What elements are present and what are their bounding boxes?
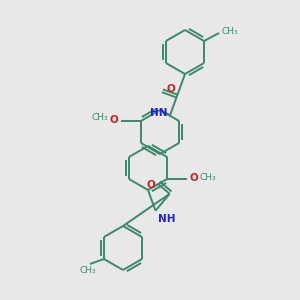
Text: O: O (190, 173, 199, 183)
Text: O: O (146, 180, 155, 190)
Text: HN: HN (151, 108, 168, 118)
Text: O: O (166, 84, 175, 94)
Text: CH₃: CH₃ (221, 28, 238, 37)
Text: CH₃: CH₃ (200, 172, 217, 182)
Text: NH: NH (158, 214, 175, 224)
Text: CH₃: CH₃ (80, 266, 96, 275)
Text: CH₃: CH₃ (92, 113, 108, 122)
Text: O: O (110, 115, 118, 125)
